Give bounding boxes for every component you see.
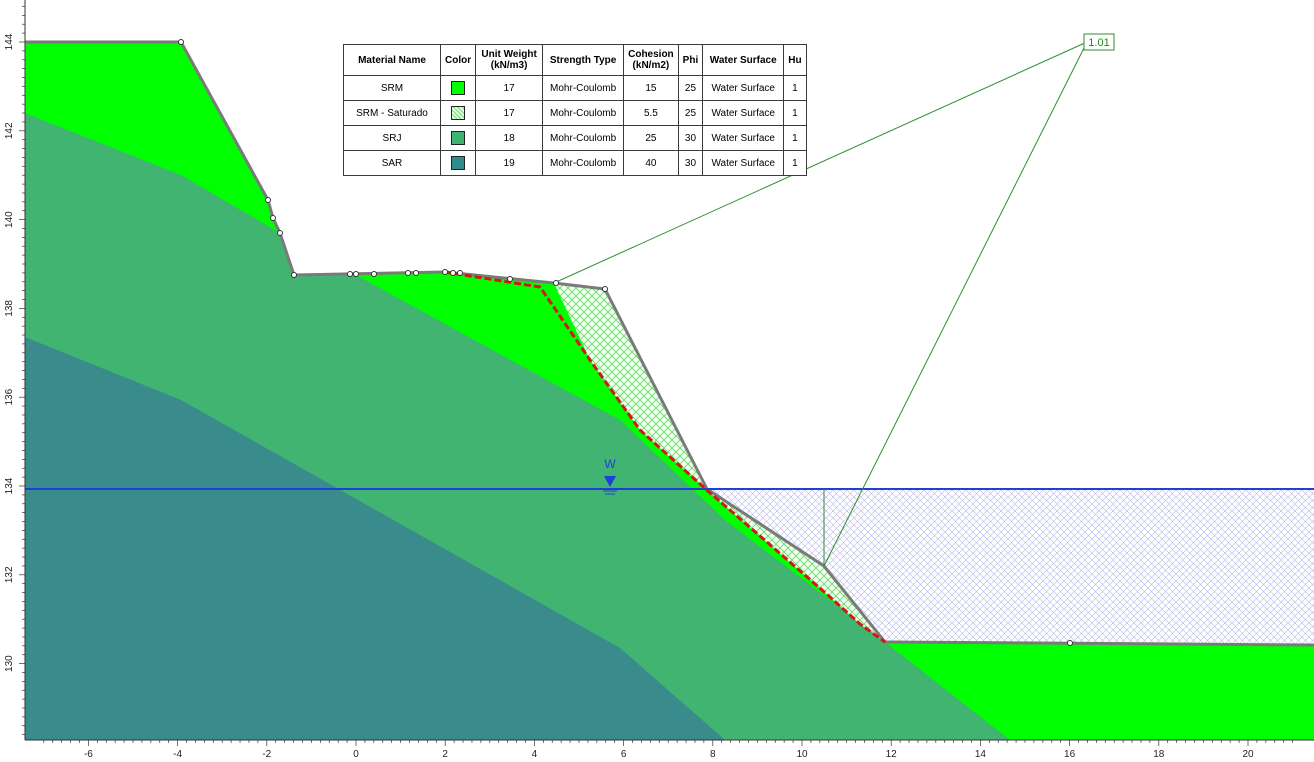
table-row: SRM 17 Mohr-Coulomb 15 25 Water Surface … xyxy=(343,75,807,101)
y-axis-tick-label: 144 xyxy=(4,33,15,50)
material-name-cell: SAR xyxy=(343,150,441,176)
water-surface-cell: Water Surface xyxy=(702,75,785,101)
x-axis-tick-label: 20 xyxy=(1242,749,1254,760)
factor-of-safety-label: 1.01 xyxy=(1088,37,1109,49)
strength-type-cell: Mohr-Coulomb xyxy=(542,125,625,151)
y-axis-tick-label: 140 xyxy=(4,211,15,228)
hu-cell: 1 xyxy=(783,75,807,101)
phi-cell: 25 xyxy=(677,100,704,126)
x-axis-tick-label: 4 xyxy=(532,749,538,760)
column-header: Color xyxy=(439,44,477,76)
water-table-marker-icon xyxy=(604,476,616,487)
hu-cell: 1 xyxy=(783,125,807,151)
x-axis-tick-label: 10 xyxy=(796,749,808,760)
color-swatch-cell xyxy=(439,125,477,151)
geometry-vertices xyxy=(178,39,1073,646)
color-swatch-cell xyxy=(439,150,477,176)
table-row: SAR 19 Mohr-Coulomb 40 30 Water Surface … xyxy=(343,150,807,176)
strength-type-cell: Mohr-Coulomb xyxy=(542,100,625,126)
column-header: Unit Weight (kN/m3) xyxy=(475,44,544,76)
y-axis-tick-label: 132 xyxy=(4,566,15,583)
y-axis-tick-label: 136 xyxy=(4,388,15,405)
color-swatch-cell xyxy=(439,100,477,126)
color-swatch xyxy=(451,131,466,145)
table-header-row: Material Name Color Unit Weight (kN/m3) … xyxy=(343,44,807,76)
column-header: Water Surface xyxy=(702,44,785,76)
y-axis-tick-label: 142 xyxy=(4,122,15,139)
y-axis-tick-label: 134 xyxy=(4,477,15,494)
strength-type-cell: Mohr-Coulomb xyxy=(542,75,625,101)
unit-weight-cell: 18 xyxy=(475,125,544,151)
cohesion-cell: 5.5 xyxy=(623,100,679,126)
unit-weight-cell: 17 xyxy=(475,100,544,126)
x-axis-tick-label: 18 xyxy=(1153,749,1165,760)
column-header: Strength Type xyxy=(542,44,625,76)
water-surface-cell: Water Surface xyxy=(702,150,785,176)
x-axis-ticks: -6 -4 -2 0 2 4 6 8 10 12 14 16 18 20 xyxy=(43,740,1293,760)
y-axis-tick-label: 138 xyxy=(4,300,15,317)
column-header: Material Name xyxy=(343,44,441,76)
color-swatch xyxy=(451,156,466,170)
material-name-cell: SRM - Saturado xyxy=(343,100,441,126)
x-axis-tick-label: 2 xyxy=(442,749,448,760)
phi-cell: 30 xyxy=(677,125,704,151)
unit-weight-cell: 19 xyxy=(475,150,544,176)
column-header: Phi xyxy=(677,44,704,76)
ponded-water-region xyxy=(707,489,1314,645)
phi-cell: 25 xyxy=(677,75,704,101)
cohesion-cell: 15 xyxy=(623,75,679,101)
material-properties-table: Material Name Color Unit Weight (kN/m3) … xyxy=(343,44,807,176)
water-surface-cell: Water Surface xyxy=(702,100,785,126)
phi-cell: 30 xyxy=(677,150,704,176)
column-header: Cohesion (kN/m2) xyxy=(623,44,679,76)
x-axis-tick-label: 6 xyxy=(621,749,627,760)
critical-slip-surface xyxy=(444,270,886,644)
x-axis-tick-label: 8 xyxy=(710,749,716,760)
material-name-cell: SRM xyxy=(343,75,441,101)
plot-frame xyxy=(0,740,1314,762)
x-axis-tick-label: 16 xyxy=(1064,749,1076,760)
slip-radius-line xyxy=(823,41,1088,567)
unit-weight-cell: 17 xyxy=(475,75,544,101)
water-table-label: W xyxy=(604,457,616,471)
slip-radius-line xyxy=(553,41,1088,284)
color-swatch xyxy=(451,106,466,120)
strength-type-cell: Mohr-Coulomb xyxy=(542,150,625,176)
x-axis-tick-label: -6 xyxy=(84,749,93,760)
table-row: SRM - Saturado 17 Mohr-Coulomb 5.5 25 Wa… xyxy=(343,100,807,126)
y-axis-ticks: 130 132 134 136 138 140 142 144 xyxy=(4,6,25,735)
column-header: Hu xyxy=(783,44,807,76)
water-surface-cell: Water Surface xyxy=(702,125,785,151)
cohesion-cell: 40 xyxy=(623,150,679,176)
x-axis-tick-label: 14 xyxy=(975,749,987,760)
x-axis-tick-label: -2 xyxy=(262,749,271,760)
x-axis-tick-label: -4 xyxy=(173,749,182,760)
cohesion-cell: 25 xyxy=(623,125,679,151)
material-name-cell: SRJ xyxy=(343,125,441,151)
hu-cell: 1 xyxy=(783,100,807,126)
x-axis-tick-label: 12 xyxy=(886,749,898,760)
sar-material-region xyxy=(25,337,725,740)
plot-frame xyxy=(0,0,25,762)
y-axis-tick-label: 130 xyxy=(4,655,15,672)
table-row: SRJ 18 Mohr-Coulomb 25 30 Water Surface … xyxy=(343,125,807,151)
hu-cell: 1 xyxy=(783,150,807,176)
color-swatch xyxy=(451,81,466,95)
factor-of-safety-box xyxy=(1083,33,1115,51)
x-axis-tick-label: 0 xyxy=(353,749,359,760)
color-swatch-cell xyxy=(439,75,477,101)
